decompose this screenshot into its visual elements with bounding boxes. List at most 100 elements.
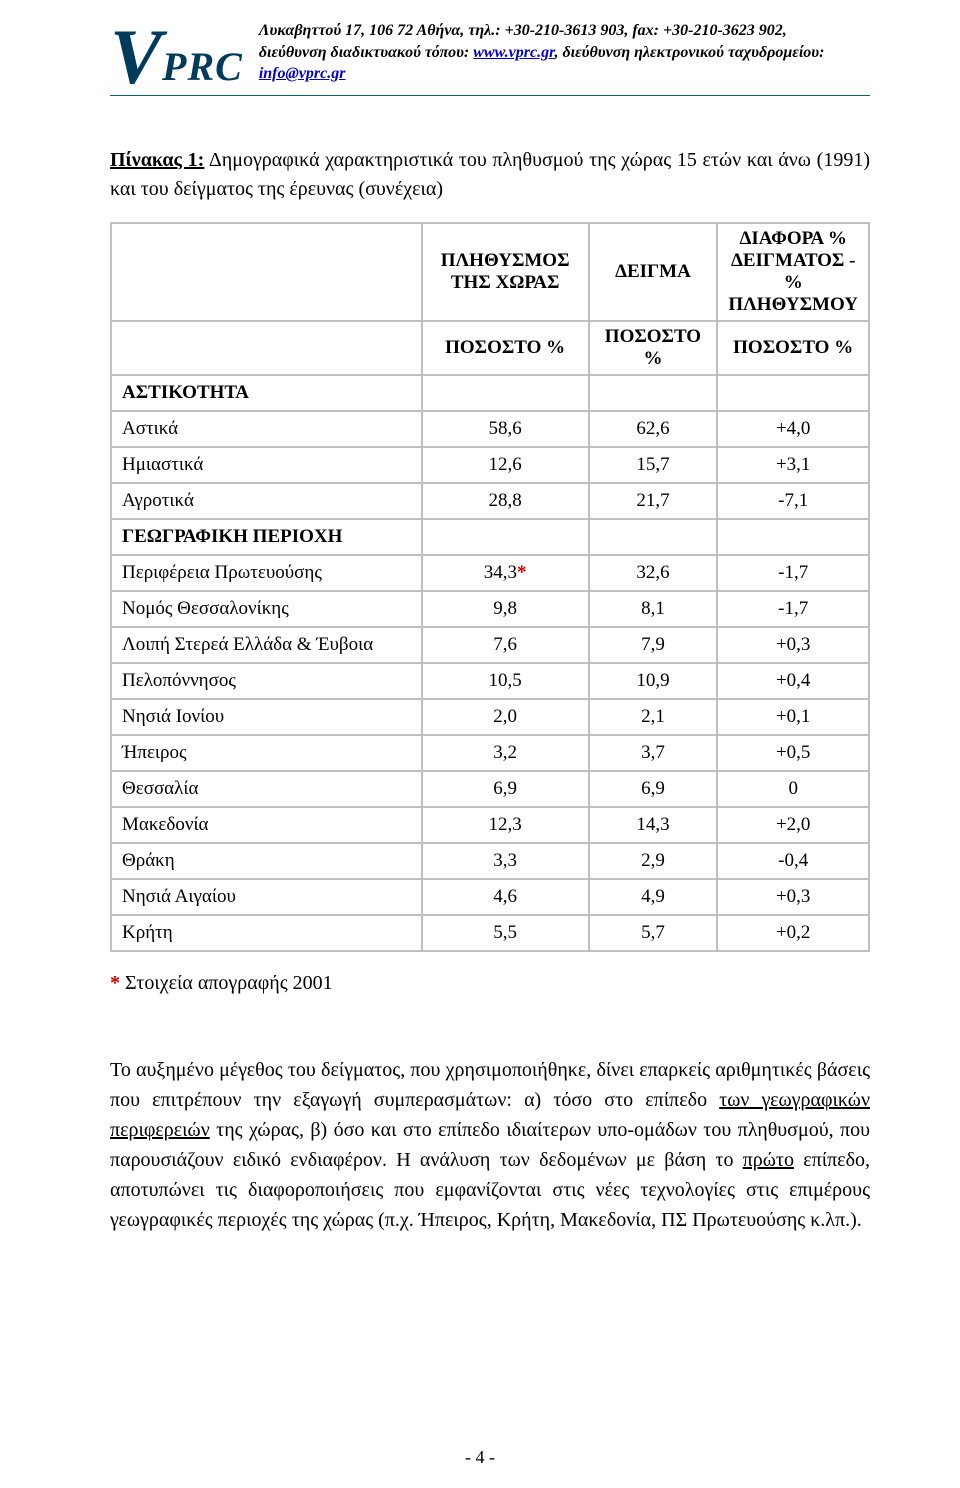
- row-label: Αγροτικά: [111, 483, 422, 519]
- th-empty: [111, 223, 422, 321]
- header-address: Λυκαβηττού 17, 106 72 Αθήνα, τηλ.: +30-2…: [259, 20, 870, 89]
- row-sample: 6,9: [589, 771, 718, 807]
- row-population: 58,6: [422, 411, 589, 447]
- row-label: Μακεδονία: [111, 807, 422, 843]
- logo-v: V: [110, 26, 158, 88]
- row-population: 3,2: [422, 735, 589, 771]
- row-sample: 8,1: [589, 591, 718, 627]
- table-row: Ήπειρος3,23,7+0,5: [111, 735, 869, 771]
- row-sample: 2,1: [589, 699, 718, 735]
- page-header: V PRC Λυκαβηττού 17, 106 72 Αθήνα, τηλ.:…: [110, 20, 870, 96]
- row-label: Κρήτη: [111, 915, 422, 951]
- row-sample: 4,9: [589, 879, 718, 915]
- table-row: Αγροτικά28,821,7-7,1: [111, 483, 869, 519]
- website-link[interactable]: www.vprc.gr: [473, 44, 554, 61]
- row-difference: +0,3: [717, 879, 869, 915]
- table-title-lead: Πίνακας 1:: [110, 149, 204, 171]
- row-difference: [717, 519, 869, 555]
- row-population: 9,8: [422, 591, 589, 627]
- table-row: Νησιά Αιγαίου4,64,9+0,3: [111, 879, 869, 915]
- row-population: 10,5: [422, 663, 589, 699]
- row-sample: 5,7: [589, 915, 718, 951]
- row-label: Περιφέρεια Πρωτευούσης: [111, 555, 422, 591]
- row-population: 6,9: [422, 771, 589, 807]
- row-difference: -7,1: [717, 483, 869, 519]
- table-row: ΓΕΩΓΡΑΦΙΚΗ ΠΕΡΙΟΧΗ: [111, 519, 869, 555]
- row-label: Νομός Θεσσαλονίκης: [111, 591, 422, 627]
- row-label: Αστικά: [111, 411, 422, 447]
- row-difference: +0,1: [717, 699, 869, 735]
- row-population: [422, 519, 589, 555]
- row-difference: +0,3: [717, 627, 869, 663]
- footnote-text: Στοιχεία απογραφής 2001: [120, 972, 333, 994]
- th-sub-difference: ΠΟΣΟΣΤΟ %: [717, 321, 869, 375]
- row-difference: -1,7: [717, 555, 869, 591]
- row-difference: -1,7: [717, 591, 869, 627]
- demographics-table: ΠΛΗΘΥΣΜΟΣ ΤΗΣ ΧΩΡΑΣ ΔΕΙΓΜΑ ΔΙΑΦΟΡΑ % ΔΕΙ…: [110, 222, 870, 952]
- row-label: Νησιά Αιγαίου: [111, 879, 422, 915]
- row-sample: 21,7: [589, 483, 718, 519]
- row-sample: 15,7: [589, 447, 718, 483]
- row-sample: 10,9: [589, 663, 718, 699]
- row-sample: 62,6: [589, 411, 718, 447]
- header-line2-pre: διεύθυνση διαδικτυακού τόπου:: [259, 44, 473, 61]
- th-sub-population: ΠΟΣΟΣΤΟ %: [422, 321, 589, 375]
- header-line2: διεύθυνση διαδικτυακού τόπου: www.vprc.g…: [259, 42, 870, 85]
- table-row: Κρήτη5,55,7+0,2: [111, 915, 869, 951]
- row-population: 12,6: [422, 447, 589, 483]
- row-difference: +3,1: [717, 447, 869, 483]
- table-row: Αστικά58,662,6+4,0: [111, 411, 869, 447]
- row-star: *: [517, 562, 527, 583]
- table-row: Θράκη3,32,9-0,4: [111, 843, 869, 879]
- table-row: Λοιπή Στερεά Ελλάδα & Έυβοια7,67,9+0,3: [111, 627, 869, 663]
- footnote-star: *: [110, 972, 120, 994]
- row-difference: +0,5: [717, 735, 869, 771]
- row-label: ΑΣΤΙΚΟΤΗΤΑ: [111, 375, 422, 411]
- table-header-row-2: ΠΟΣΟΣΤΟ % ΠΟΣΟΣΤΟ % ΠΟΣΟΣΤΟ %: [111, 321, 869, 375]
- row-population: 7,6: [422, 627, 589, 663]
- th-difference: ΔΙΑΦΟΡΑ % ΔΕΙΓΜΑΤΟΣ -% ΠΛΗΘΥΣΜΟΥ: [717, 223, 869, 321]
- th-sample: ΔΕΙΓΜΑ: [589, 223, 718, 321]
- row-label: Ημιαστικά: [111, 447, 422, 483]
- table-title: Πίνακας 1: Δημογραφικά χαρακτηριστικά το…: [110, 146, 870, 204]
- row-difference: +2,0: [717, 807, 869, 843]
- row-sample: 2,9: [589, 843, 718, 879]
- row-label: Ήπειρος: [111, 735, 422, 771]
- row-difference: -0,4: [717, 843, 869, 879]
- row-population: [422, 375, 589, 411]
- para-underline2: πρώτο: [743, 1149, 794, 1171]
- table-row: Ημιαστικά12,615,7+3,1: [111, 447, 869, 483]
- th-sub-empty: [111, 321, 422, 375]
- row-difference: [717, 375, 869, 411]
- row-population: 34,3*: [422, 555, 589, 591]
- row-difference: +0,2: [717, 915, 869, 951]
- row-population: 2,0: [422, 699, 589, 735]
- row-sample: 3,7: [589, 735, 718, 771]
- table-header-row-1: ΠΛΗΘΥΣΜΟΣ ΤΗΣ ΧΩΡΑΣ ΔΕΙΓΜΑ ΔΙΑΦΟΡΑ % ΔΕΙ…: [111, 223, 869, 321]
- email-link[interactable]: info@vprc.gr: [259, 65, 346, 82]
- row-sample: [589, 375, 718, 411]
- row-population: 4,6: [422, 879, 589, 915]
- row-label: Θεσσαλία: [111, 771, 422, 807]
- row-sample: 7,9: [589, 627, 718, 663]
- header-line1: Λυκαβηττού 17, 106 72 Αθήνα, τηλ.: +30-2…: [259, 20, 870, 42]
- table-row: Περιφέρεια Πρωτευούσης34,3*32,6-1,7: [111, 555, 869, 591]
- logo-prc: PRC: [162, 51, 243, 89]
- th-sub-sample: ΠΟΣΟΣΤΟ %: [589, 321, 718, 375]
- table-row: Θεσσαλία6,96,90: [111, 771, 869, 807]
- row-label: Πελοπόννησος: [111, 663, 422, 699]
- row-population: 12,3: [422, 807, 589, 843]
- row-population: 3,3: [422, 843, 589, 879]
- body-paragraph: Το αυξημένο μέγεθος του δείγματος, που χ…: [110, 1055, 870, 1235]
- row-label: Θράκη: [111, 843, 422, 879]
- row-difference: +4,0: [717, 411, 869, 447]
- row-sample: 32,6: [589, 555, 718, 591]
- row-label: Λοιπή Στερεά Ελλάδα & Έυβοια: [111, 627, 422, 663]
- table-row: ΑΣΤΙΚΟΤΗΤΑ: [111, 375, 869, 411]
- row-sample: 14,3: [589, 807, 718, 843]
- row-population: 28,8: [422, 483, 589, 519]
- row-difference: 0: [717, 771, 869, 807]
- table-row: Πελοπόννησος10,510,9+0,4: [111, 663, 869, 699]
- th-population: ΠΛΗΘΥΣΜΟΣ ΤΗΣ ΧΩΡΑΣ: [422, 223, 589, 321]
- table-row: Νομός Θεσσαλονίκης9,88,1-1,7: [111, 591, 869, 627]
